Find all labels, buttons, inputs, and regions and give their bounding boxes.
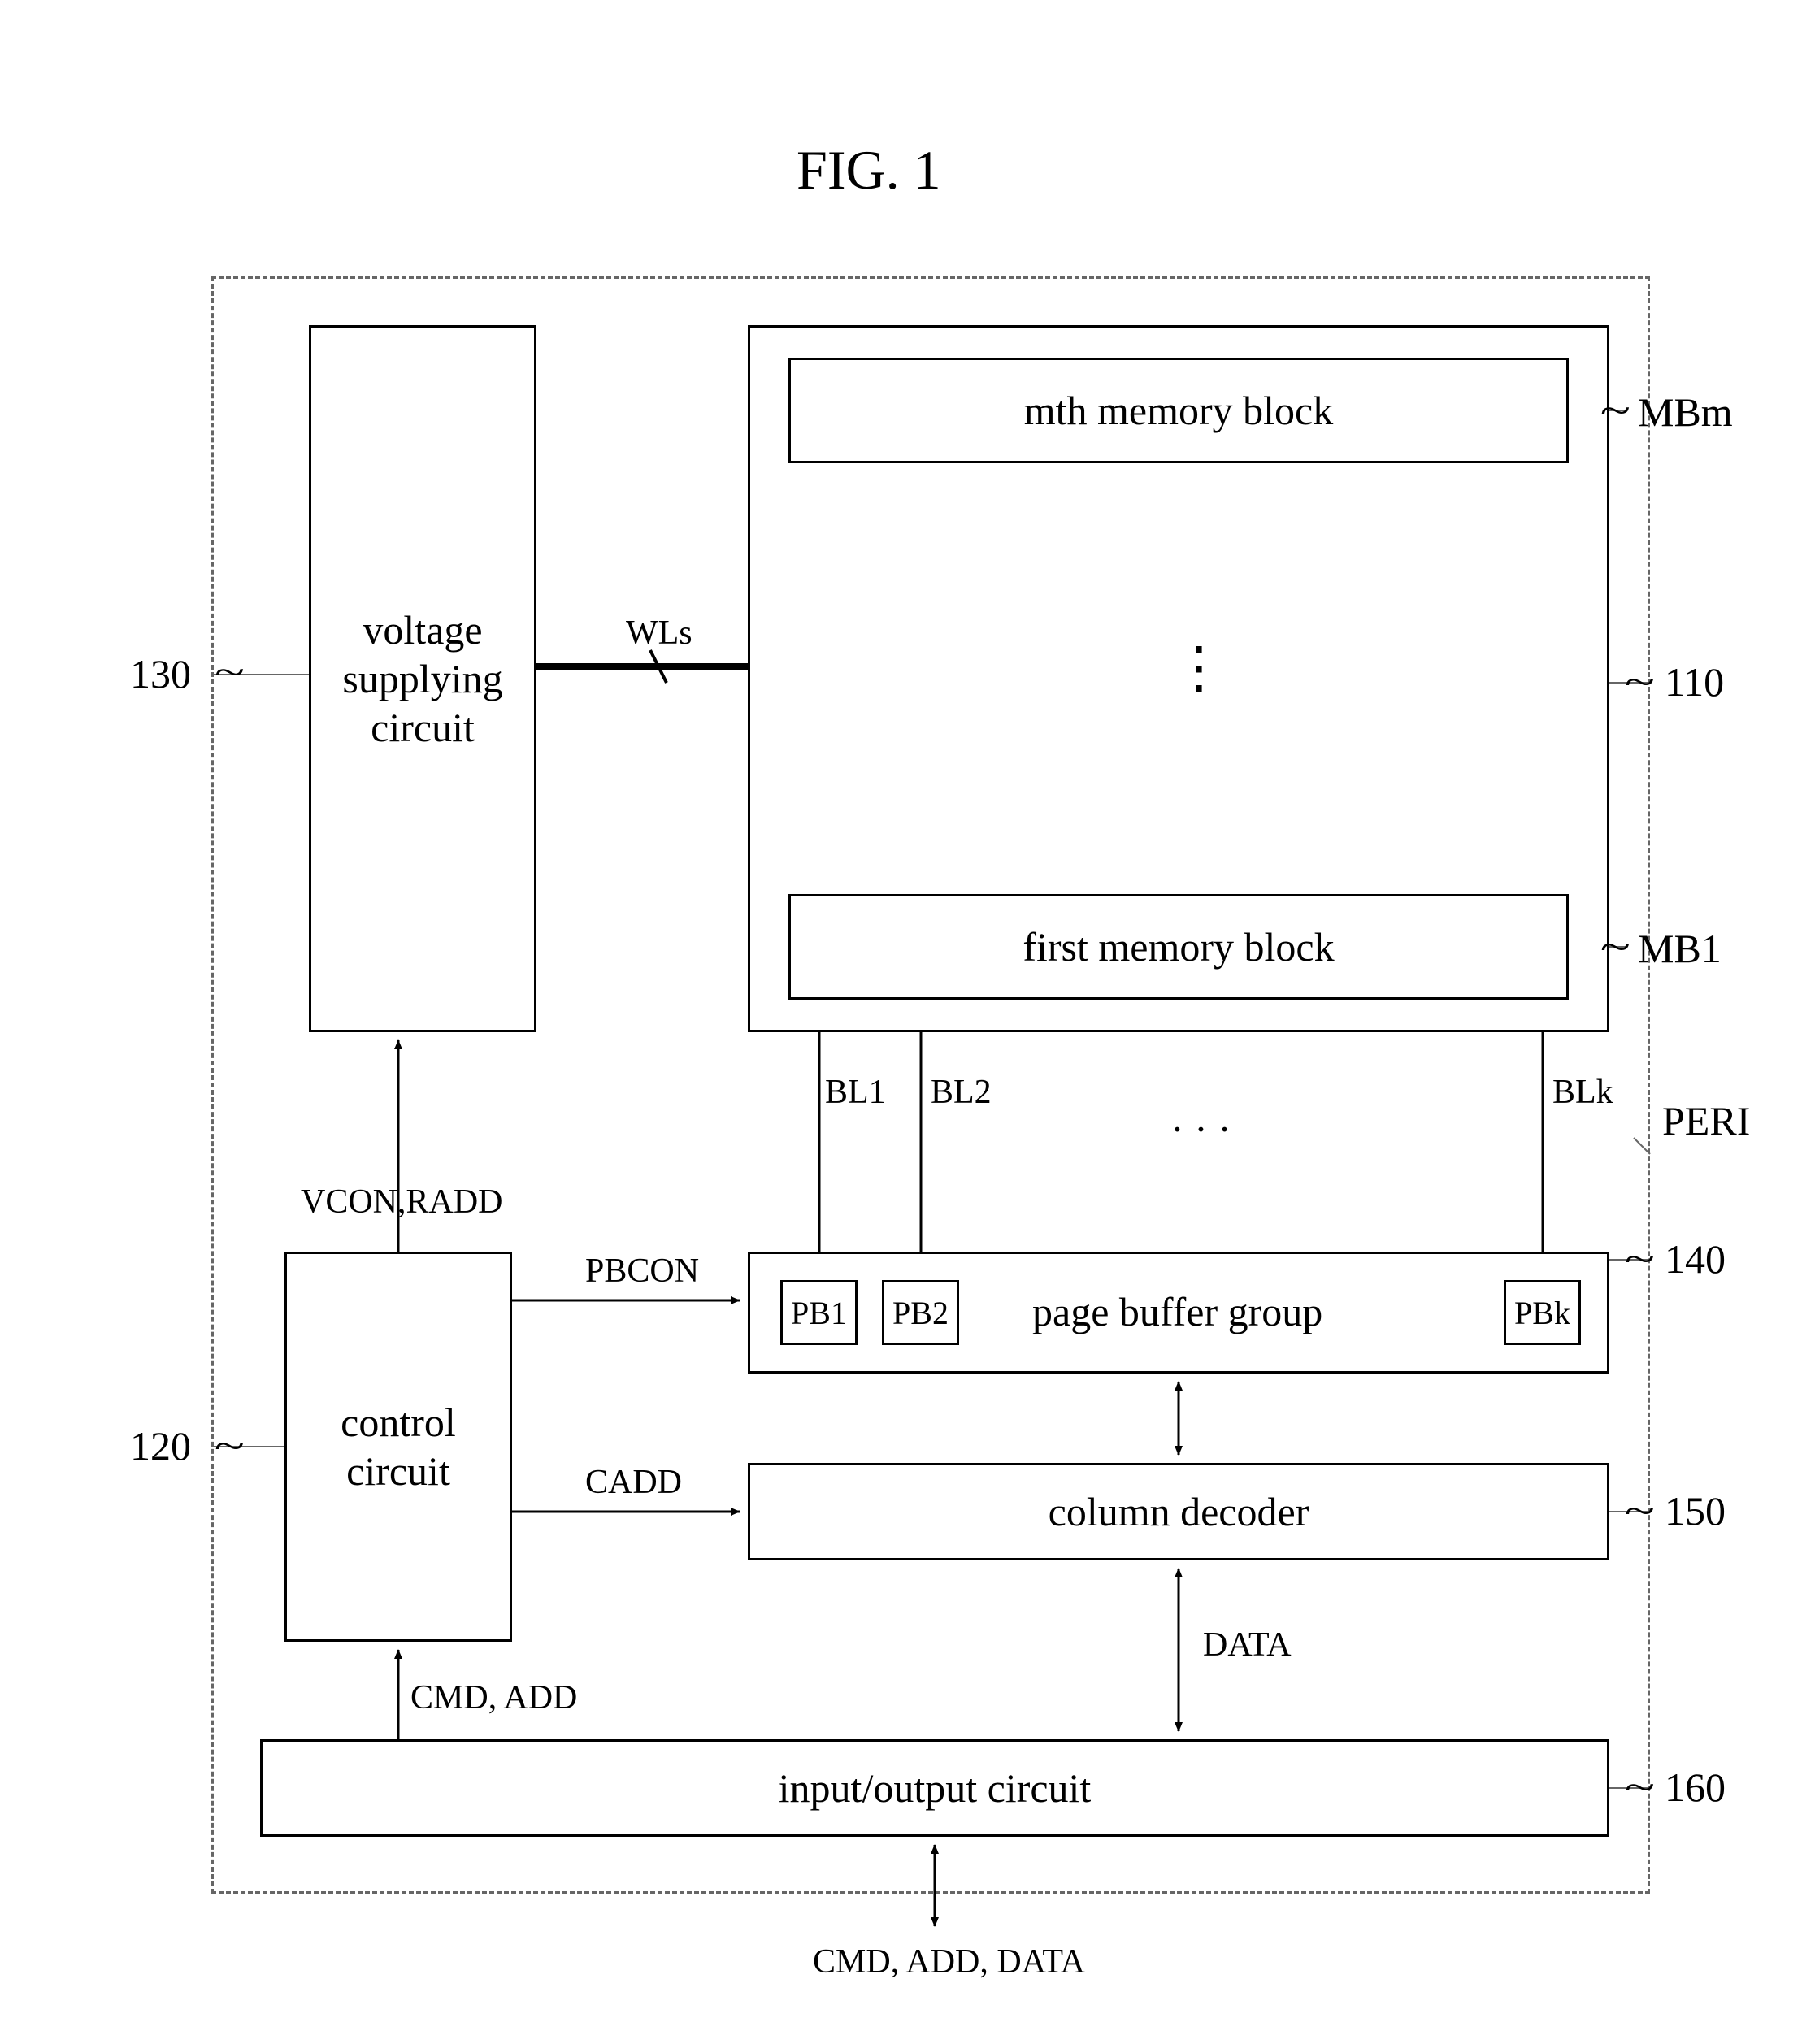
ref-mb1: MB1 xyxy=(1638,925,1722,972)
bl1-label: BL1 xyxy=(825,1073,886,1112)
peri-label: PERI xyxy=(1662,1097,1750,1144)
bl-dots: · · · xyxy=(1170,1105,1231,1152)
memory-vdots: ⋮ xyxy=(1170,634,1227,701)
bl2-label: BL2 xyxy=(931,1073,992,1112)
tilde-mb1: ~ xyxy=(1600,925,1630,968)
tilde-130: ~ xyxy=(215,650,245,693)
tilde-mbm: ~ xyxy=(1600,388,1630,432)
ref-mbm: MBm xyxy=(1638,388,1733,436)
pbcon-label: PBCON xyxy=(585,1252,699,1291)
pbk: PBk xyxy=(1504,1280,1581,1345)
tilde-160: ~ xyxy=(1625,1765,1655,1808)
ref-110: 110 xyxy=(1665,658,1724,705)
tilde-110: ~ xyxy=(1625,660,1655,703)
diagram-canvas: FIG. 1 xyxy=(0,0,1802,2044)
ref-160: 160 xyxy=(1665,1764,1726,1811)
ref-130: 130 xyxy=(130,650,191,697)
tilde-120: ~ xyxy=(215,1424,245,1467)
ref-120: 120 xyxy=(130,1422,191,1469)
mth-memory-block: mth memory block xyxy=(788,358,1569,463)
wls-label: WLs xyxy=(626,614,693,653)
pb1: PB1 xyxy=(780,1280,858,1345)
first-memory-block: first memory block xyxy=(788,894,1569,1000)
cmd-add-label: CMD, ADD xyxy=(410,1678,577,1717)
ref-140: 140 xyxy=(1665,1235,1726,1282)
blk-label: BLk xyxy=(1552,1073,1613,1112)
vcon-radd-label: VCON,RADD xyxy=(301,1183,503,1222)
io-bottom-label: CMD, ADD, DATA xyxy=(813,1942,1085,1981)
ref-150: 150 xyxy=(1665,1487,1726,1534)
page-buffer-group-label: page buffer group xyxy=(1032,1288,1322,1335)
pb2: PB2 xyxy=(882,1280,959,1345)
data-label: DATA xyxy=(1203,1625,1292,1664)
tilde-150: ~ xyxy=(1625,1489,1655,1532)
cadd-label: CADD xyxy=(585,1463,682,1502)
control-circuit-block: control circuit xyxy=(284,1252,512,1642)
column-decoder-block: column decoder xyxy=(748,1463,1609,1560)
tilde-140: ~ xyxy=(1625,1237,1655,1280)
io-circuit-block: input/output circuit xyxy=(260,1739,1609,1837)
voltage-supply-block: voltage supplying circuit xyxy=(309,325,536,1032)
